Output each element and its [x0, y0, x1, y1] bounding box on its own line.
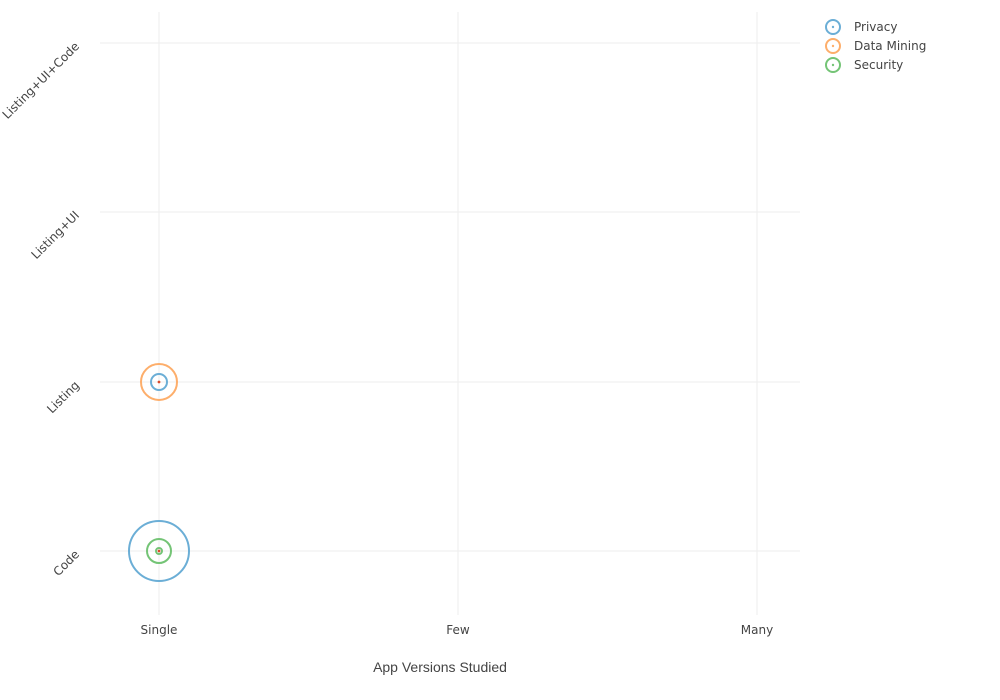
bubble-security[interactable]: [146, 538, 172, 564]
y-tick-label: Code: [50, 547, 82, 579]
x-tick-label: Single: [141, 623, 178, 637]
bubble-security[interactable]: [155, 547, 163, 555]
legend-marker-dot: [831, 25, 835, 29]
data-points: [128, 363, 190, 582]
legend-label: Security: [854, 58, 903, 72]
x-tick-labels: Single Few Many: [141, 623, 774, 637]
legend-marker: [825, 38, 841, 54]
legend-label: Data Mining: [854, 39, 926, 53]
legend-label: Privacy: [854, 20, 897, 34]
bubble-center-dot: [157, 549, 161, 553]
y-tick-label: Listing+UI+Code: [0, 39, 82, 122]
grid-lines: [100, 12, 800, 615]
legend[interactable]: Privacy Data Mining Security: [825, 19, 926, 73]
x-tick-label: Many: [741, 623, 773, 637]
legend-marker: [825, 57, 841, 73]
legend-marker: [825, 19, 841, 35]
legend-item-privacy[interactable]: Privacy: [825, 19, 897, 35]
legend-item-data-mining[interactable]: Data Mining: [825, 38, 926, 54]
bubble-data-mining[interactable]: [140, 363, 178, 401]
bubble-privacy[interactable]: [150, 373, 168, 391]
bubble-privacy[interactable]: [128, 520, 190, 582]
x-tick-label: Few: [446, 623, 470, 637]
y-tick-labels: Code Listing Listing+UI Listing+UI+Code: [0, 39, 82, 579]
bubble-center-dot: [157, 380, 161, 384]
x-axis-title: App Versions Studied: [373, 659, 507, 675]
y-tick-label: Listing+UI: [28, 208, 82, 262]
y-tick-label: Listing: [44, 378, 82, 416]
legend-item-security[interactable]: Security: [825, 57, 903, 73]
legend-marker-dot: [831, 44, 835, 48]
legend-marker-dot: [831, 63, 835, 67]
